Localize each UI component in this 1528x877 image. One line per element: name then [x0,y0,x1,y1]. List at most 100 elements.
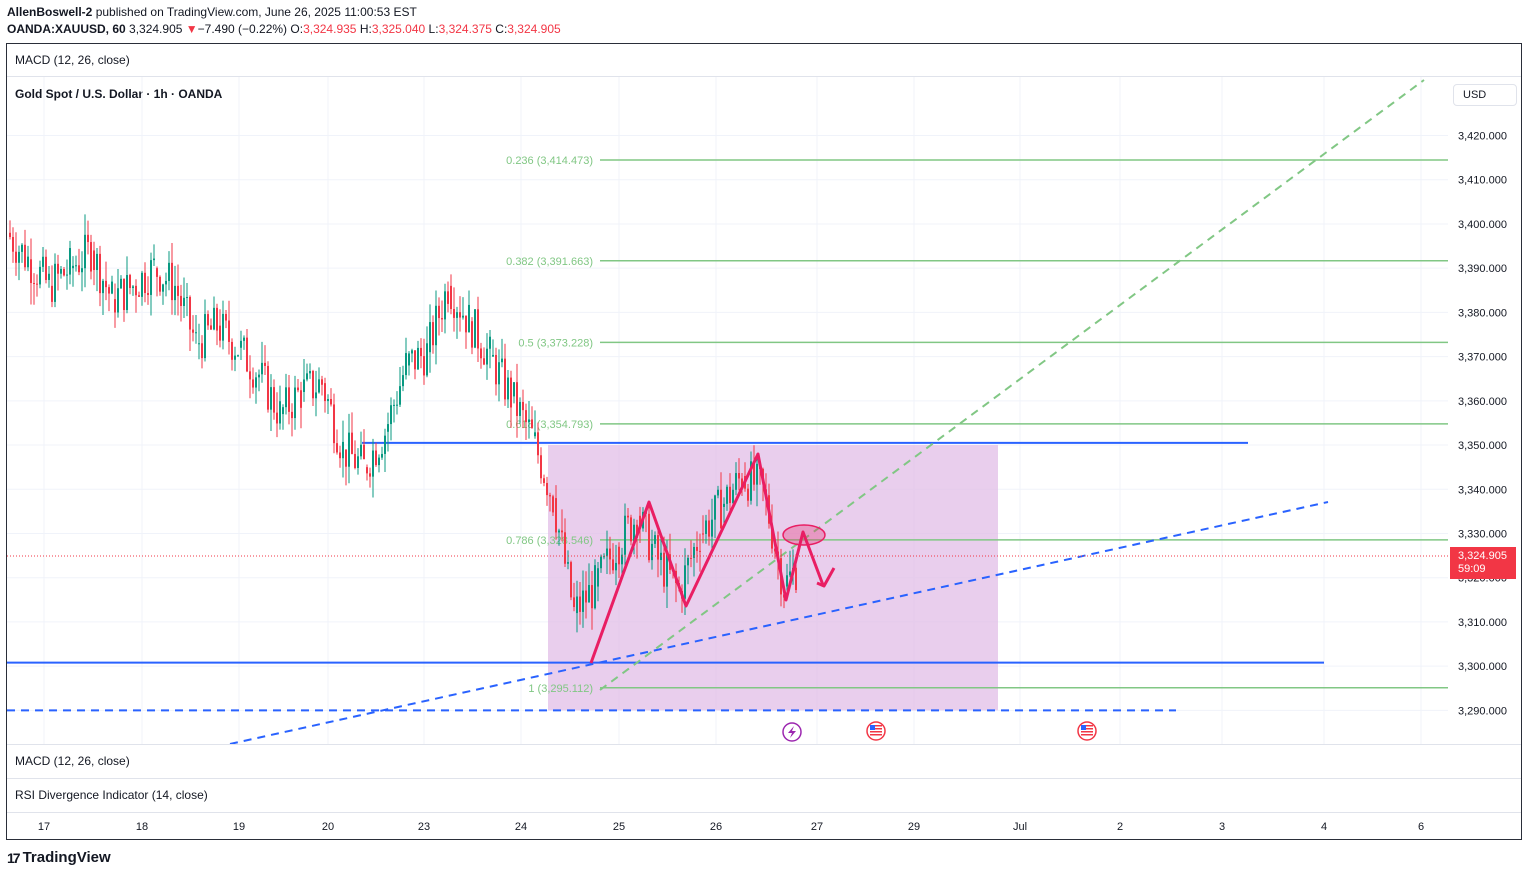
candle-body [534,432,536,437]
candle-body [327,399,329,402]
price-axis-label: 3,420.000 [1458,131,1507,143]
candle-body [30,259,32,284]
candle-body [321,379,323,385]
macd-top-label[interactable]: MACD (12, 26, close) [15,53,130,67]
candle-body [516,382,518,416]
candle-body [282,407,284,415]
author-name[interactable]: AllenBoswell-2 [7,5,93,19]
close-label: C: [495,22,508,36]
time-axis-label: 3 [1219,821,1225,833]
candle-body [528,419,530,423]
price-axis-label: 3,390.000 [1458,263,1507,275]
candle-body [555,498,557,533]
fib-level-label: 0.786 (3,328.546) [506,535,593,547]
candle-body [207,314,209,326]
fib-level-label: 0.618 (3,354.793) [506,419,593,431]
candle-body [378,457,380,466]
candle-body [546,482,548,496]
candle-body [228,320,230,342]
candle-body [393,404,395,406]
candle-body [93,250,95,271]
price-axis-label: 3,370.000 [1458,352,1507,364]
candle-body [297,387,299,391]
lightning-event-icon[interactable] [782,722,802,742]
symbol-name[interactable]: OANDA:XAUUSD, 60 [7,22,126,36]
candle-body [300,390,302,408]
candle-body [36,283,38,285]
fib-level-label: 1 (3,295.112) [528,683,593,695]
candle-body [48,273,50,280]
pane-separator[interactable] [7,812,1521,813]
candle-body [483,358,485,365]
candle-body [402,375,404,387]
candle-body [306,373,308,380]
rsi-label[interactable]: RSI Divergence Indicator (14, close) [15,788,208,802]
pane-separator[interactable] [7,76,1521,77]
candle-body [747,488,749,501]
candle-body [255,377,257,388]
us-flag-event-icon[interactable] [866,721,886,741]
candle-body [177,285,179,296]
candle-body [309,371,311,374]
tradingview-logo-icon: 17 [7,849,21,866]
candle-body [273,387,275,413]
time-axis[interactable]: 17 18 19 20 23 24 25 26 27 29 Jul 2 3 4 6 [38,821,1424,833]
candle-body [216,307,218,331]
rising-trendline[interactable] [229,501,1329,745]
macd-bottom-label[interactable]: MACD (12, 26, close) [15,754,130,768]
candle-body [210,325,212,330]
candle-body [384,435,386,454]
candle-body [129,275,131,289]
candle-body [714,495,716,520]
candle-body [408,353,410,366]
us-flag-event-icon[interactable] [1077,721,1097,741]
currency-button[interactable]: USD [1453,84,1517,106]
candle-body [630,517,632,542]
candle-body [705,520,707,534]
candle-body [318,379,320,393]
candle-body [486,348,488,365]
candle-body [498,362,500,385]
candle-body [366,467,368,474]
candle-body [126,275,128,311]
highlight-ellipse[interactable] [782,524,826,546]
candle-body [240,340,242,348]
arrow-head-drawing[interactable] [816,567,836,588]
candle-body [621,554,623,565]
candle-body [222,313,224,341]
low-label: L: [428,22,439,36]
flag-stripe [1081,728,1093,730]
price-axis-label: 3,300.000 [1458,661,1507,673]
chart-title: Gold Spot / U.S. Dollar · 1h · OANDA [15,87,223,101]
price-axis-label: 3,330.000 [1458,528,1507,540]
pane-separator[interactable] [7,744,1521,745]
candle-body [189,297,191,330]
candle-body [567,562,569,564]
high-label: H: [359,22,372,36]
price-axis-label: 3,340.000 [1458,484,1507,496]
candle-body [414,350,416,370]
flag-stripe [1081,731,1093,733]
candle-body [96,253,98,271]
candle-body [726,486,728,504]
candle-body [708,520,710,537]
tradingview-logo[interactable]: 17 TradingView [7,849,111,866]
flag-canton [1081,725,1086,730]
price-axis-label: 3,360.000 [1458,396,1507,408]
pane-separator[interactable] [7,778,1521,779]
time-axis-label: 23 [418,821,430,833]
candle-body [27,256,29,268]
candle-body [462,315,464,318]
last-price: 3,324.905 [129,22,183,36]
fib-extension-trendline[interactable] [599,79,1425,691]
time-axis-label: 24 [515,821,527,833]
candle-body [459,312,461,318]
candle-body [531,419,533,428]
price-axis[interactable]: 3,290.0003,300.0003,310.0003,320.0003,33… [1458,131,1507,718]
time-axis-label: Jul [1013,821,1027,833]
candle-body [453,309,455,318]
candle-body [174,285,176,301]
zigzag-drawing[interactable] [589,452,825,664]
candle-body [90,242,92,272]
